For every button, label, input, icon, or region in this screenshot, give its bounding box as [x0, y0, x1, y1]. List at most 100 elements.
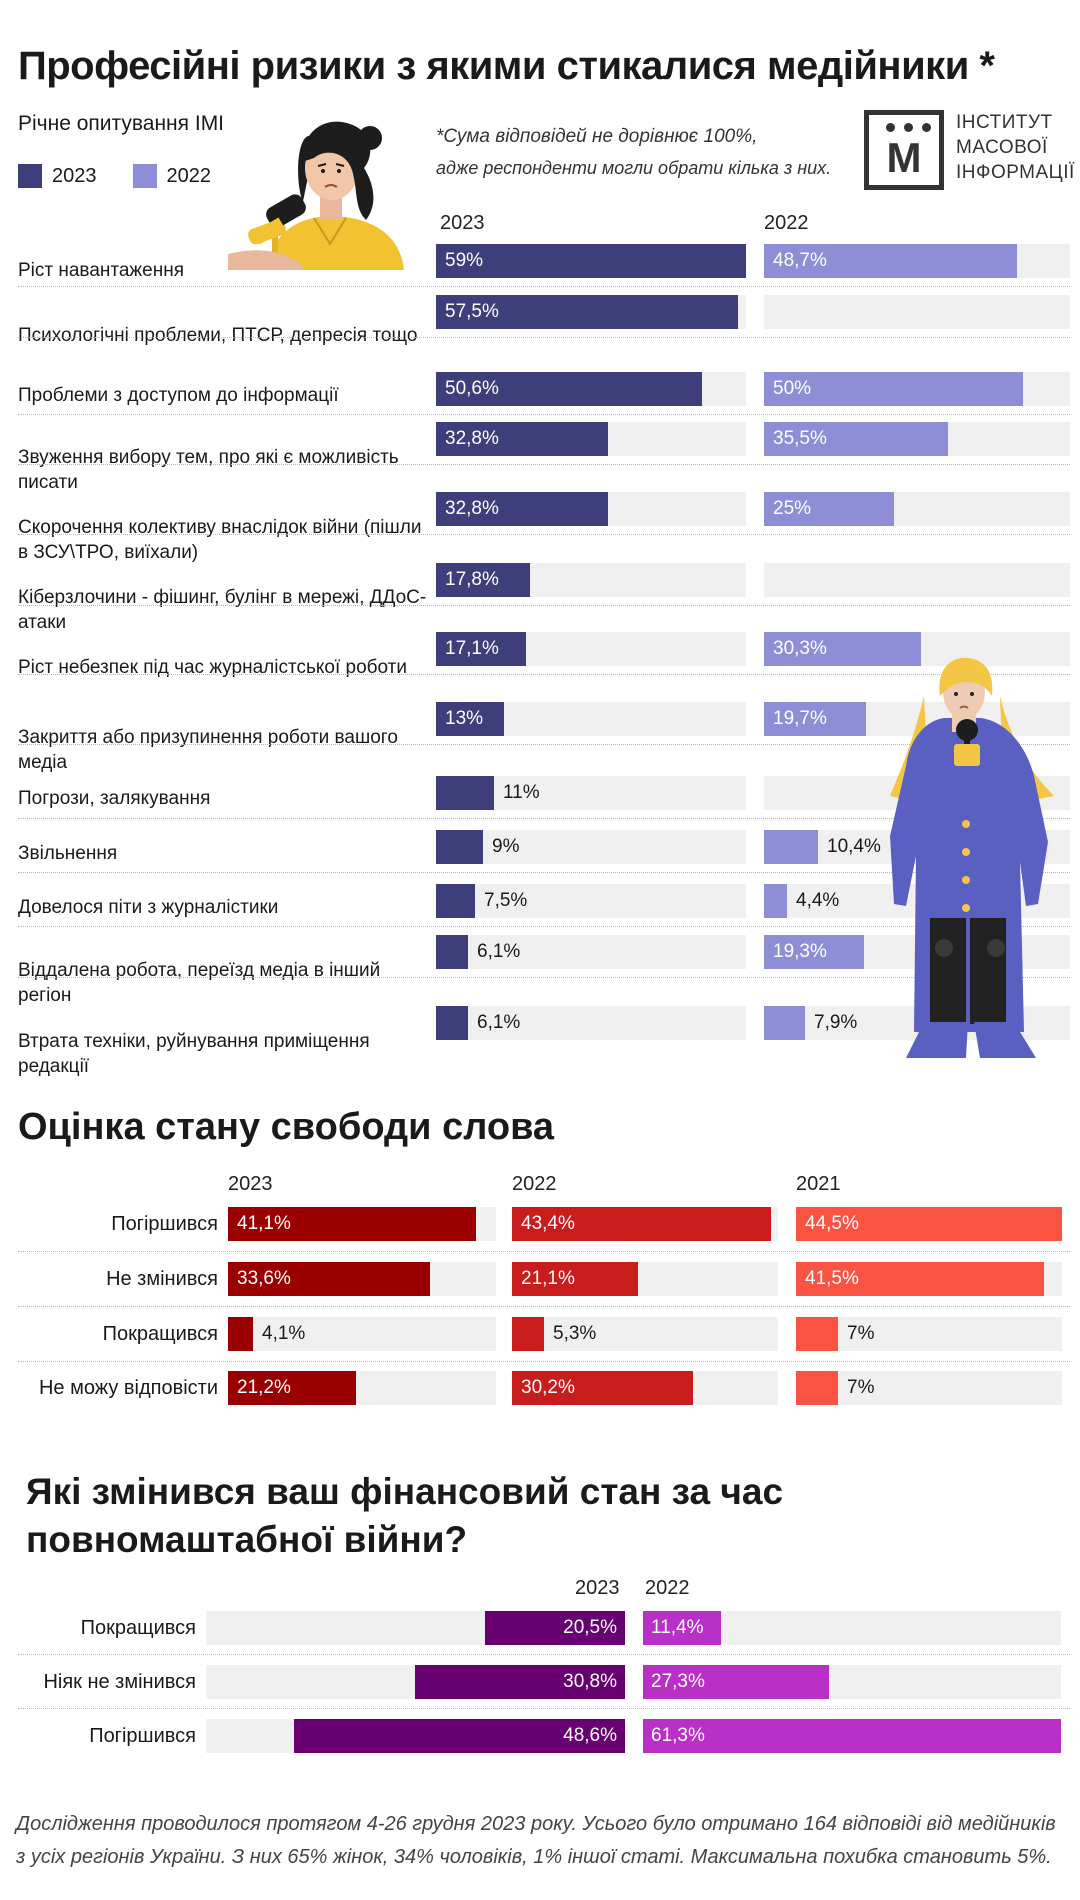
risk-row-label: Звільнення: [18, 843, 118, 864]
logo-text-line2: МАСОВОЇ: [956, 137, 1048, 158]
page-title: Професійні ризики з якими стикалися меді…: [18, 44, 995, 88]
freedom-bar-2021: [796, 1371, 838, 1405]
risk-bar-track-2023: [436, 884, 746, 918]
risk-value-label-2022: 19,7%: [773, 708, 827, 729]
risk-row-label: Проблеми з доступом до інформації: [18, 385, 339, 406]
risk-value-label-2022: 25%: [773, 498, 812, 519]
risk-value-label-2022: 7,9%: [814, 1012, 858, 1033]
risk-bar-2023: [436, 776, 494, 810]
risk-row-label: Ріст небезпек під час журналістської роб…: [18, 657, 407, 678]
risk-value-label-2023: 17,1%: [445, 638, 499, 659]
legend-swatch-2023: [18, 164, 42, 188]
freedom-value-label-2022: 5,3%: [553, 1323, 597, 1344]
methodology-footnote: Дослідження проводилося протягом 4-26 гр…: [16, 1813, 1056, 1868]
risk-bar-2022: [764, 372, 1023, 406]
finance-value-label-2023: 30,8%: [563, 1671, 617, 1692]
freedom-value-label-2021: 41,5%: [805, 1268, 859, 1289]
risk-bar-2022: [764, 422, 948, 456]
row-separator: [18, 286, 1070, 287]
finance-value-label-2023: 20,5%: [563, 1617, 617, 1638]
legend-swatch-2022: [132, 164, 157, 188]
finance-value-label-2022: 11,4%: [651, 1617, 704, 1638]
finance-value-label-2022: 27,3%: [651, 1671, 705, 1692]
risk-bar-2022: [764, 935, 864, 969]
freedom-row-label: Не можу відповісти: [38, 1377, 218, 1399]
row-separator: [18, 337, 1070, 338]
freedom-bar-2022: [512, 1262, 638, 1296]
freedom-bar-2023: [228, 1317, 253, 1351]
finance-bar-2022: [643, 1611, 721, 1645]
risk-bar-2023: [436, 632, 526, 666]
row-separator: [18, 926, 1070, 927]
finance-bar-2023: [415, 1665, 625, 1699]
risk-row-label: Ріст навантаження: [18, 260, 184, 281]
risk-value-label-2023: 17,8%: [445, 569, 499, 590]
risk-value-label-2023: 6,1%: [477, 941, 521, 962]
freedom-bar-track-2023: [228, 1317, 496, 1351]
risk-bar-track-2022: [764, 563, 1070, 597]
risk-bar-2022: [764, 884, 787, 918]
year-header-2022: 2022: [764, 212, 809, 234]
risk-value-label-2023: 11%: [503, 782, 540, 803]
freedom-value-label-2023: 33,6%: [237, 1268, 291, 1289]
risk-value-label-2023: 9%: [492, 836, 520, 857]
risk-value-label-2022: 48,7%: [773, 250, 827, 271]
risk-bar-2023: [436, 702, 504, 736]
row-separator: [18, 464, 1070, 465]
risk-value-label-2022: 30,3%: [773, 638, 827, 659]
freedom-bar-track-2022: [512, 1317, 778, 1351]
finance-year-2023: 2023: [575, 1577, 620, 1599]
risk-bar-track-2023: [436, 935, 746, 969]
risk-bar-2022: [764, 632, 921, 666]
risk-bar-2023: [436, 244, 746, 278]
freedom-bar-2022: [512, 1317, 544, 1351]
logo-text: ІНСТИТУТ МАСОВОЇ ІНФОРМАЦІЇ: [956, 110, 1075, 185]
finance-bar-2023: [294, 1719, 625, 1753]
risk-bar-2023: [436, 1006, 468, 1040]
finance-bar-2022: [643, 1665, 829, 1699]
risk-bar-2023: [436, 372, 702, 406]
risk-row-label: Психологічні проблеми, ПТСР, депресія то…: [18, 325, 418, 346]
risk-row-label: Віддалена робота, переїзд медіа в інший …: [18, 960, 381, 1006]
row-separator: [18, 674, 1070, 675]
footnote-note-line1: *Сума відповідей не дорівнює 100%,: [436, 126, 758, 147]
risk-bar-2022: [764, 1006, 805, 1040]
freedom-bar-track-2021: [796, 1371, 1062, 1405]
row-separator: [18, 872, 1070, 873]
freedom-bar-2021: [796, 1207, 1062, 1241]
risk-value-label-2022: 50%: [773, 378, 812, 399]
year-header-2023: 2023: [440, 212, 485, 234]
risk-bar-2022: [764, 830, 818, 864]
risk-bar-2023: [436, 563, 530, 597]
freedom-bar-2022: [512, 1207, 771, 1241]
freedom-row-label: Покращився: [102, 1323, 218, 1345]
freedom-value-label-2021: 7%: [847, 1323, 875, 1344]
risk-bar-2023: [436, 492, 608, 526]
row-separator: [18, 977, 1070, 978]
row-separator: [18, 1361, 1070, 1362]
freedom-value-label-2022: 30,2%: [521, 1377, 575, 1398]
risk-value-label-2022: 19,3%: [773, 941, 827, 962]
legend-label-2022: 2022: [166, 164, 212, 187]
row-separator: [18, 744, 1070, 745]
freedom-bar-track-2021: [796, 1317, 1062, 1351]
logo-text-line3: ІНФОРМАЦІЇ: [956, 162, 1075, 183]
finance-bar-2023: [485, 1611, 625, 1645]
risk-bar-track-2023: [436, 1006, 746, 1040]
risk-value-label-2023: 57,5%: [445, 301, 499, 322]
finance-row-label: Ніяк не змінився: [43, 1671, 196, 1693]
risk-bar-2023: [436, 295, 738, 329]
footnote-note-line2: адже респонденти могли обрати кілька з н…: [436, 158, 832, 178]
risk-value-label-2023: 59%: [445, 250, 484, 271]
finance-value-label-2023: 48,6%: [563, 1725, 617, 1746]
risk-row-label: Закриття або призупинення роботи вашого …: [18, 727, 398, 773]
risk-row-label: Звуження вибору тем, про які є можливіст…: [18, 447, 399, 493]
risk-bar-2022: [764, 702, 866, 736]
risk-value-label-2023: 7,5%: [484, 890, 528, 911]
risk-value-label-2022: 4,4%: [796, 890, 840, 911]
row-separator: [18, 534, 1070, 535]
risk-row-label: Довелося піти з журналістики: [18, 897, 279, 918]
finance-bar-2022: [643, 1719, 1061, 1753]
freedom-value-label-2022: 43,4%: [521, 1213, 575, 1234]
freedom-year-2023: 2023: [228, 1173, 273, 1195]
